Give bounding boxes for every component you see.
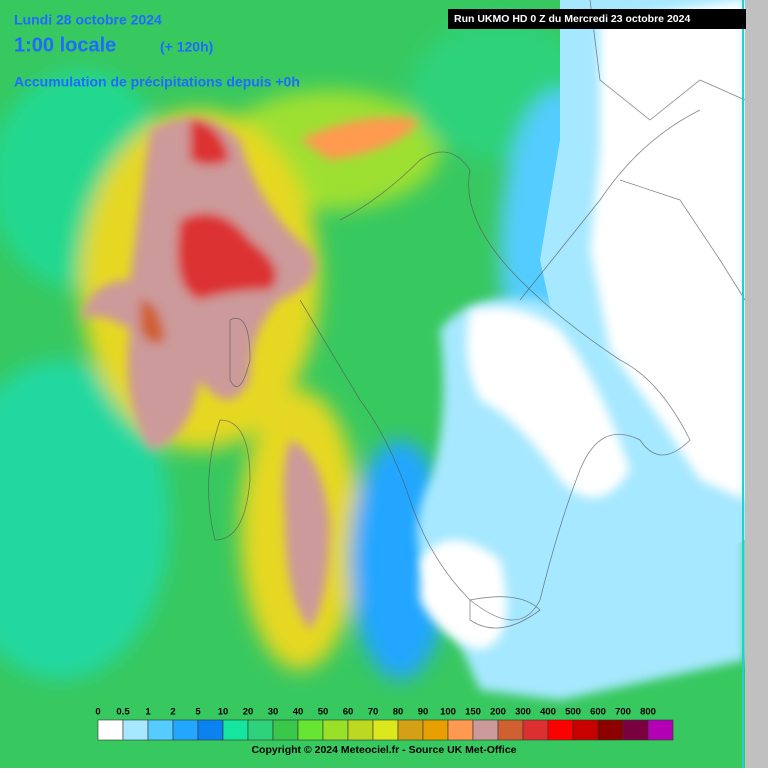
- legend-label: 700: [615, 707, 631, 718]
- heavy-rain-field: [80, 117, 420, 630]
- legend-label: 50: [318, 707, 329, 718]
- legend-swatch: [497, 719, 524, 741]
- coastline: [519, 109, 701, 301]
- legend-swatch: [147, 719, 174, 741]
- legend-label: 500: [565, 707, 581, 718]
- legend-label: 400: [540, 707, 556, 718]
- legend-swatch: [297, 719, 324, 741]
- coastline: [299, 151, 691, 621]
- dry-area: [590, 0, 745, 500]
- island: [469, 596, 541, 629]
- rain-area: [190, 120, 230, 165]
- legend-swatch: [422, 719, 449, 741]
- legend-label: 60: [343, 707, 354, 718]
- legend-swatch: [647, 719, 674, 741]
- legend: 0 0.5 1 2 5 10 20 30 40 50 60 70 80 90 100 150 200 300 400…: [95, 707, 674, 741]
- date: Lundi 28 octobre 2024: [14, 12, 162, 28]
- legend-label: 150: [465, 707, 481, 718]
- border: [619, 179, 746, 301]
- legend-label: 5: [195, 707, 201, 718]
- legend-label: 0: [95, 707, 100, 718]
- time: 1:00 locale: [14, 34, 116, 56]
- dry-area: [466, 307, 630, 498]
- legend-label: 100: [440, 707, 456, 718]
- legend-label: 300: [515, 707, 531, 718]
- legend-swatch: [222, 719, 249, 741]
- rain-area: [300, 117, 420, 160]
- legend-swatch: [322, 719, 349, 741]
- legend-label: 10: [218, 707, 229, 718]
- dry-area: [420, 540, 507, 650]
- rain-area: [140, 300, 165, 344]
- legend-swatch: [397, 719, 424, 741]
- legend-swatch: [122, 719, 149, 741]
- legend-swatch: [472, 719, 499, 741]
- legend-label: 800: [640, 707, 656, 718]
- legend-label: 200: [490, 707, 506, 718]
- borders: [208, 0, 746, 629]
- rain-area: [177, 213, 277, 300]
- legend-label: 70: [368, 707, 379, 718]
- legend-label: 30: [268, 707, 279, 718]
- subtitle: Accumulation de précipitations depuis +0…: [14, 74, 300, 90]
- copyright: Copyright © 2024 Meteociel.fr - Source U…: [251, 744, 516, 756]
- legend-label: 20: [243, 707, 254, 718]
- legend-label: 80: [393, 707, 404, 718]
- legend-swatch: [347, 719, 374, 741]
- run-banner: [448, 9, 746, 29]
- legend-swatch: [197, 719, 224, 741]
- legend-swatch: [247, 719, 274, 741]
- legend-label: 1: [145, 707, 151, 718]
- legend-label: 2: [170, 707, 175, 718]
- rain-area: [0, 360, 170, 680]
- legend-swatch: [547, 719, 574, 741]
- legend-swatch: [522, 719, 549, 741]
- legend-swatch: [572, 719, 599, 741]
- legend-swatch: [597, 719, 624, 741]
- rain-area: [283, 440, 330, 630]
- frame-edge: [745, 0, 768, 768]
- legend-swatch: [272, 719, 299, 741]
- legend-swatch: [172, 719, 199, 741]
- lead-time: (+ 120h): [160, 39, 213, 55]
- legend-label: 90: [418, 707, 429, 718]
- legend-label: 600: [590, 707, 606, 718]
- legend-swatch: [447, 719, 474, 741]
- legend-swatch: [622, 719, 649, 741]
- island: [208, 419, 251, 541]
- island: [229, 318, 251, 387]
- legend-label: 40: [293, 707, 304, 718]
- legend-label: 0.5: [116, 707, 130, 718]
- border: [589, 0, 746, 121]
- legend-swatch: [372, 719, 399, 741]
- run-info: Run UKMO HD 0 Z du Mercredi 23 octobre 2…: [454, 13, 690, 25]
- legend-swatch: [97, 719, 124, 741]
